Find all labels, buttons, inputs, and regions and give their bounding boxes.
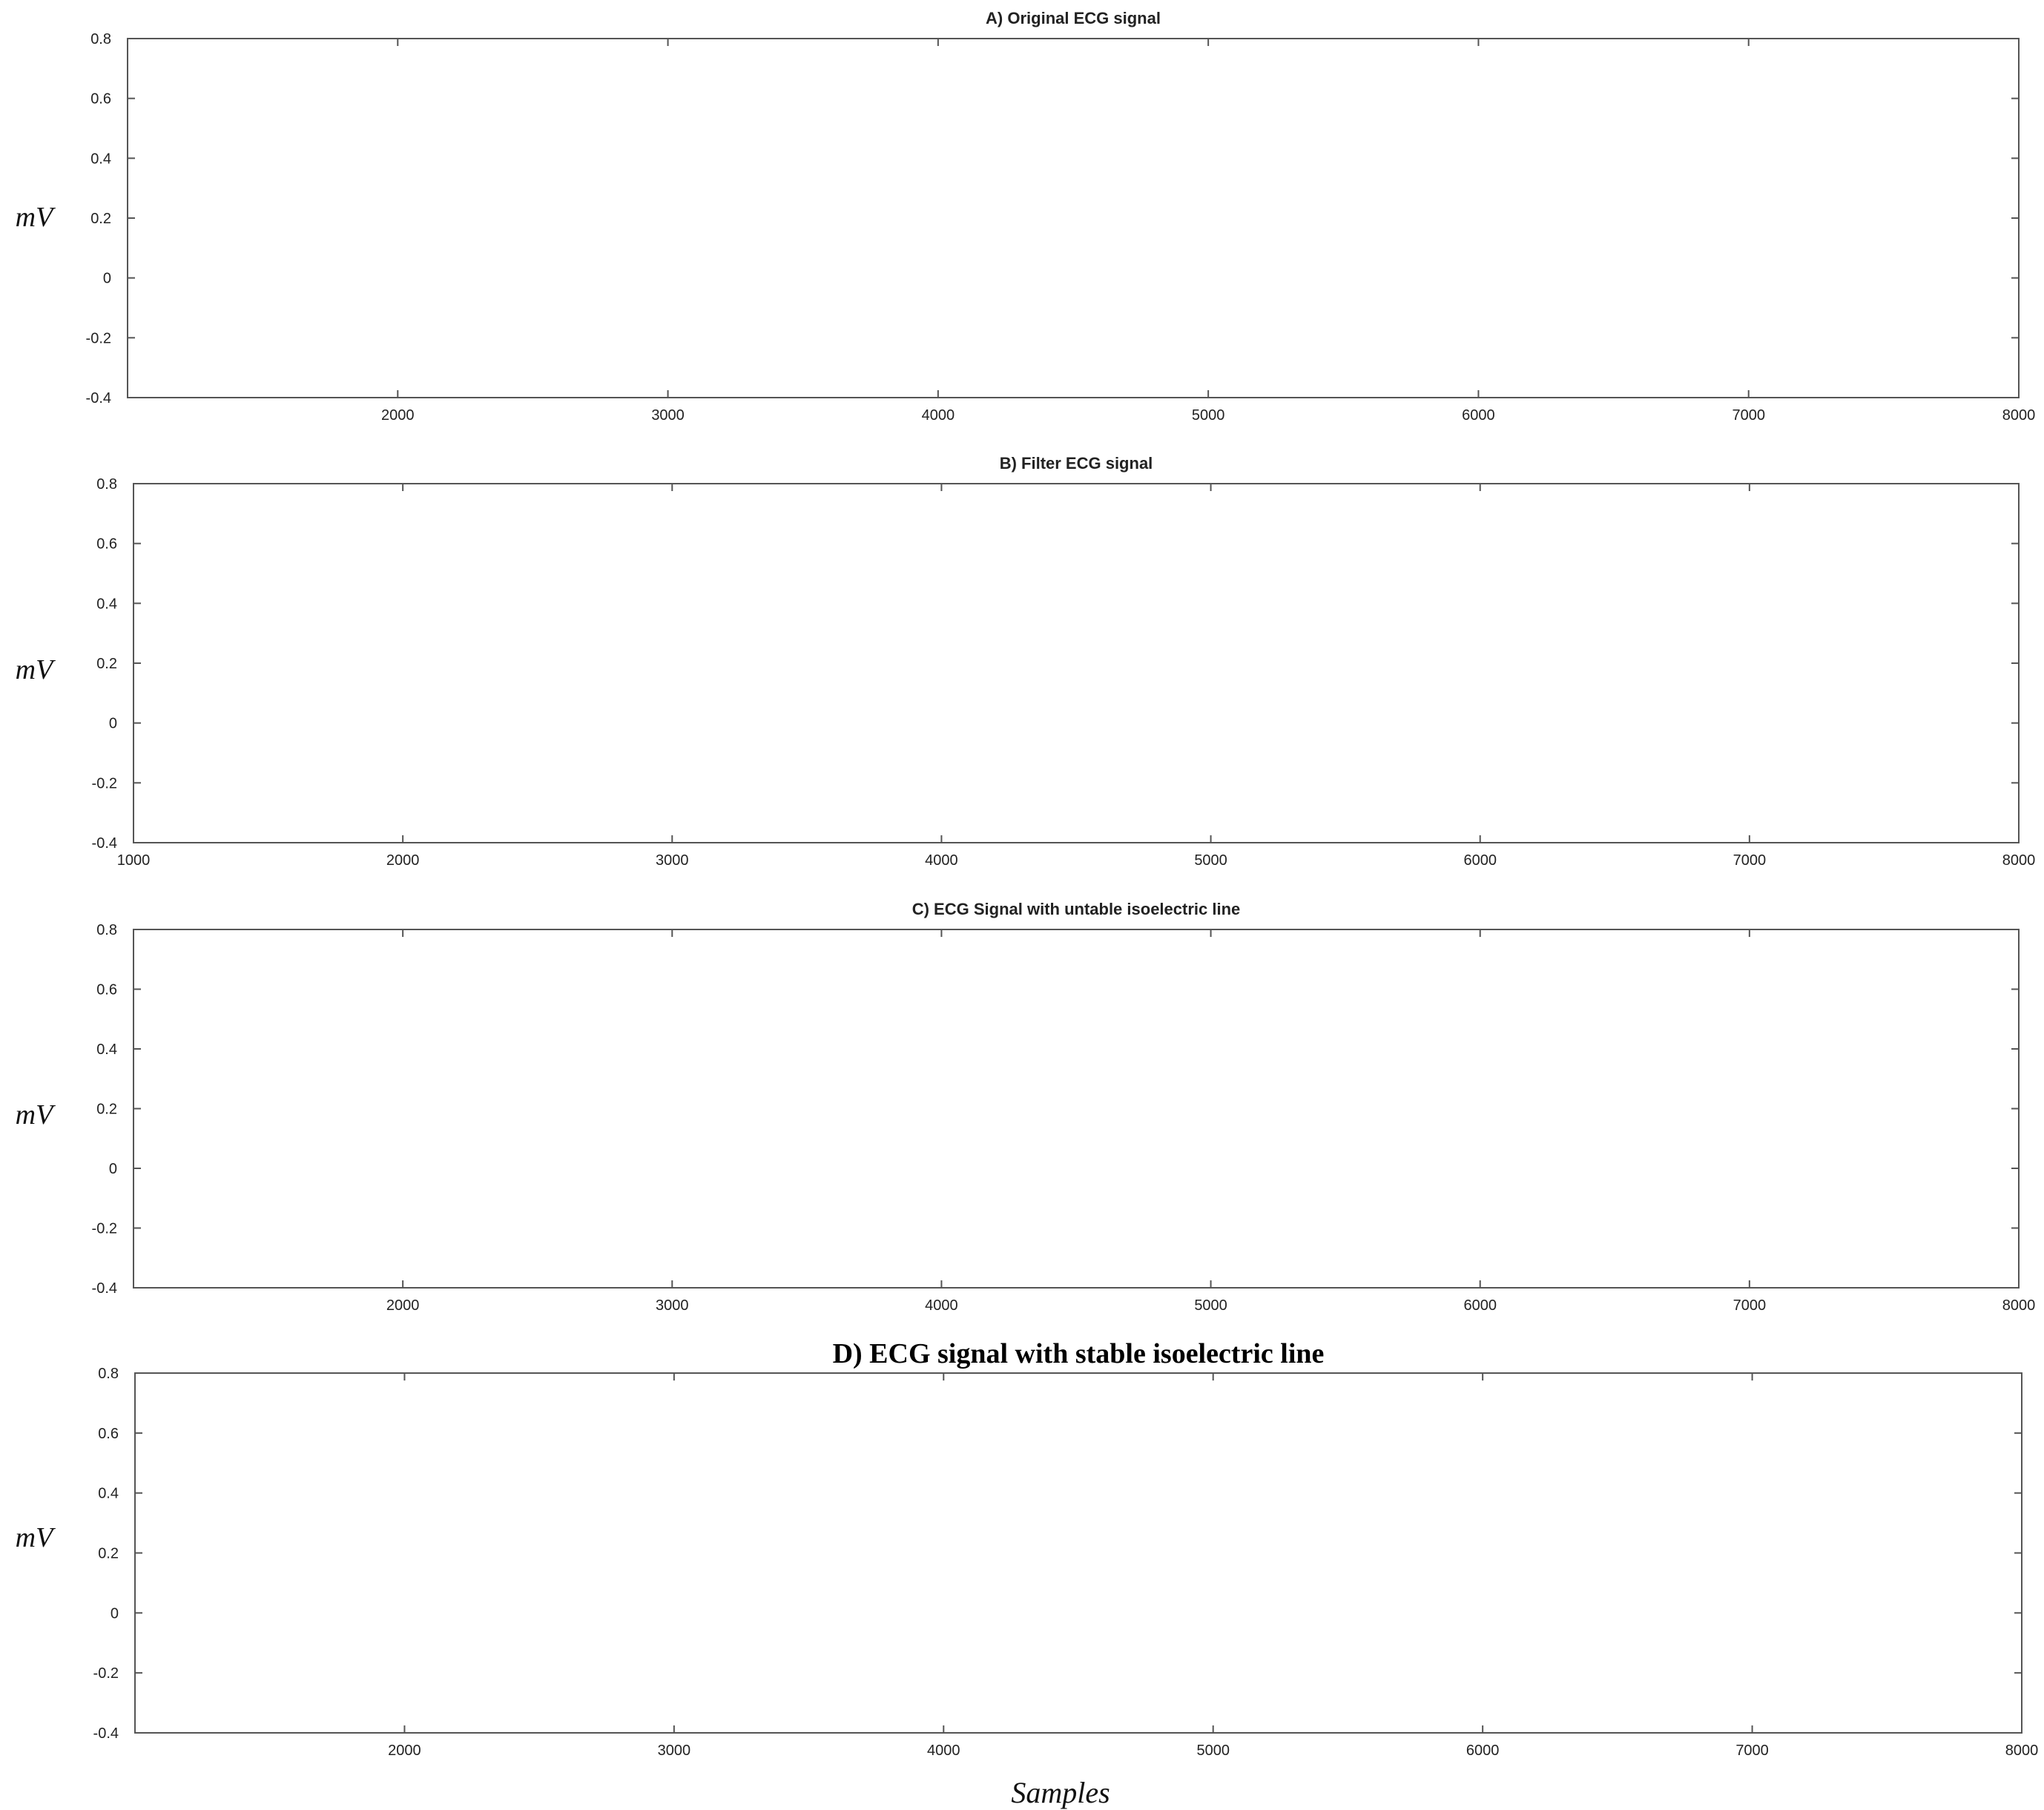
y-tick-label: -0.2 bbox=[93, 1665, 119, 1682]
y-tick-label: -0.4 bbox=[92, 835, 117, 852]
y-tick-label: 0.2 bbox=[98, 1546, 119, 1562]
x-tick-label: 7000 bbox=[1733, 852, 1767, 869]
y-tick-label: 0.6 bbox=[96, 536, 117, 553]
y-tick-label: -0.2 bbox=[92, 775, 117, 792]
y-axis-label: mV bbox=[16, 1522, 56, 1553]
y-tick-label: 0 bbox=[109, 716, 117, 732]
y-tick-label: 0.4 bbox=[98, 1486, 119, 1502]
y-tick-label: 0 bbox=[109, 1161, 117, 1177]
x-tick-label: 8000 bbox=[2002, 407, 2036, 424]
x-tick-label: 3000 bbox=[658, 1742, 691, 1759]
y-tick-label: -0.2 bbox=[86, 330, 111, 346]
y-tick-label: 0.8 bbox=[90, 31, 111, 47]
x-tick-label: 6000 bbox=[1463, 852, 1497, 869]
y-tick-label: 0.6 bbox=[96, 982, 117, 998]
x-tick-label: 5000 bbox=[1194, 852, 1227, 869]
x-tick-label: 3000 bbox=[651, 407, 685, 424]
panel-title: C) ECG Signal with untable isoelectric l… bbox=[912, 900, 1241, 918]
x-tick-label: 4000 bbox=[925, 1297, 958, 1314]
x-tick-label: 7000 bbox=[1733, 1297, 1767, 1314]
panel-4: 2000 3000 4000 5000 6000 7000 8000 -0.4 -0.2 0 0.2… bbox=[16, 1338, 2039, 1759]
panel-2: 1000 2000 3000 4000 5000 6000 7000 8000 -0.4 -0.2… bbox=[16, 454, 2036, 869]
x-tick-label: 1000 bbox=[117, 852, 151, 869]
y-tick-label: -0.4 bbox=[86, 390, 111, 407]
x-tick-label: 5000 bbox=[1196, 1742, 1230, 1759]
y-tick-label: 0.8 bbox=[96, 922, 117, 938]
x-tick-label: 6000 bbox=[1462, 407, 1495, 424]
x-tick-label: 3000 bbox=[656, 1297, 689, 1314]
x-tick-label: 2000 bbox=[388, 1742, 421, 1759]
y-tick-label: 0.4 bbox=[96, 596, 117, 612]
panel-3: 2000 3000 4000 5000 6000 7000 8000 -0.4 -0.2 0 0.2… bbox=[16, 900, 2036, 1314]
y-tick-label: 0.8 bbox=[98, 1366, 119, 1382]
x-tick-label: 5000 bbox=[1194, 1297, 1227, 1314]
y-tick-label: -0.2 bbox=[92, 1221, 117, 1237]
y-tick-label: 0.8 bbox=[96, 476, 117, 493]
y-tick-label: 0.2 bbox=[90, 211, 111, 227]
y-tick-label: 0.4 bbox=[96, 1041, 117, 1058]
x-tick-label: 2000 bbox=[386, 852, 420, 869]
y-tick-label: 0.6 bbox=[90, 91, 111, 108]
panel-title: D) ECG signal with stable isoelectric li… bbox=[833, 1338, 1325, 1369]
panel-1: 2000 3000 4000 5000 6000 7000 8000 -0.4 -0.2 0 0.2… bbox=[16, 9, 2036, 424]
axes-frame bbox=[133, 483, 2020, 843]
x-tick-label: 2000 bbox=[386, 1297, 420, 1314]
y-tick-label: 0.2 bbox=[96, 1102, 117, 1118]
x-tick-label: 4000 bbox=[925, 852, 958, 869]
x-tick-label: 6000 bbox=[1466, 1742, 1500, 1759]
y-tick-label: -0.4 bbox=[93, 1725, 119, 1742]
x-tick-label: 5000 bbox=[1192, 407, 1225, 424]
x-tick-label: 8000 bbox=[2002, 1297, 2036, 1314]
x-tick-label: 8000 bbox=[2005, 1742, 2039, 1759]
y-tick-label: 0.4 bbox=[90, 151, 111, 167]
x-axis-label: Samples bbox=[1011, 1776, 1110, 1809]
x-tick-label: 7000 bbox=[1735, 1742, 1769, 1759]
y-tick-label: 0 bbox=[103, 271, 111, 287]
y-tick-label: 0 bbox=[111, 1605, 119, 1622]
y-axis-label: mV bbox=[16, 1099, 56, 1131]
y-tick-label: -0.4 bbox=[92, 1280, 117, 1297]
panel-title: B) Filter ECG signal bbox=[1000, 454, 1153, 473]
axes-frame bbox=[133, 929, 2020, 1289]
axes-frame bbox=[134, 1372, 2022, 1734]
panels: 2000 3000 4000 5000 6000 7000 8000 -0.4 -0.2 0 0.2… bbox=[16, 9, 2039, 1759]
y-tick-label: 0.2 bbox=[96, 656, 117, 672]
x-tick-label: 6000 bbox=[1463, 1297, 1497, 1314]
x-tick-label: 2000 bbox=[381, 407, 415, 424]
x-tick-label: 4000 bbox=[922, 407, 955, 424]
x-tick-label: 4000 bbox=[927, 1742, 960, 1759]
axes-frame bbox=[127, 38, 2020, 398]
x-tick-label: 8000 bbox=[2002, 852, 2036, 869]
panel-title: A) Original ECG signal bbox=[986, 9, 1161, 27]
y-tick-label: 0.6 bbox=[98, 1426, 119, 1442]
x-tick-label: 3000 bbox=[656, 852, 689, 869]
y-axis-label: mV bbox=[16, 654, 56, 685]
x-tick-label: 7000 bbox=[1732, 407, 1765, 424]
y-axis-label: mV bbox=[16, 202, 56, 233]
